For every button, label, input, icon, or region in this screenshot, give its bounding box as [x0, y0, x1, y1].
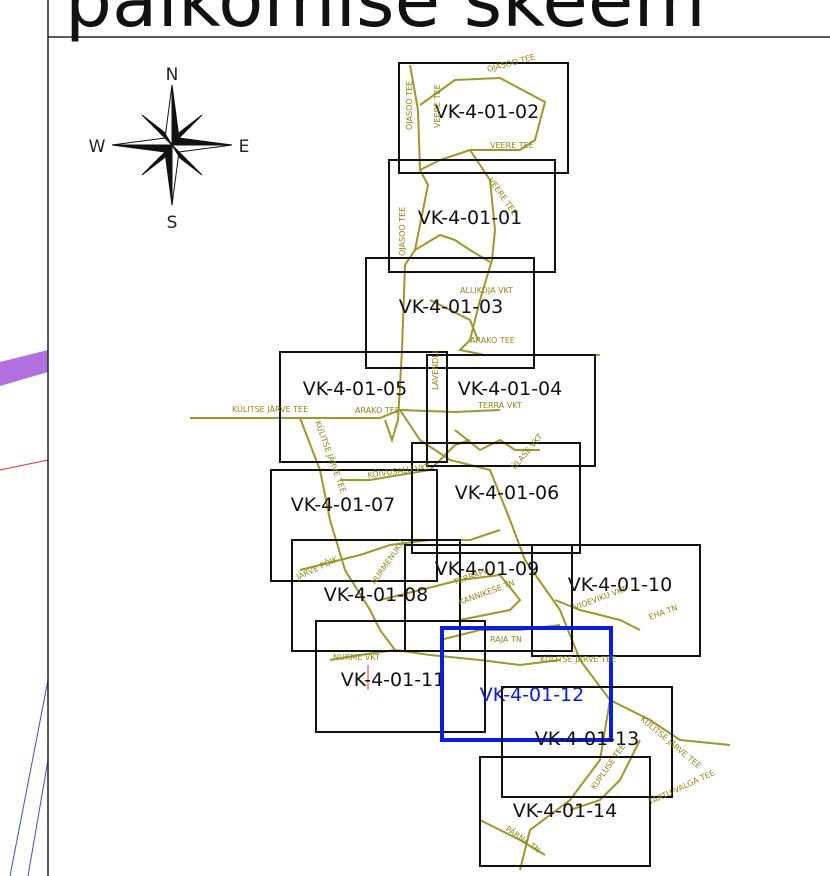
compass-w: W: [89, 137, 106, 157]
street-label: RAJA TN: [490, 635, 522, 644]
street-label: OJASOO TEE: [405, 81, 414, 130]
roads: [190, 65, 730, 870]
street-label: EHA TN: [648, 603, 679, 622]
compass-e: E: [239, 137, 250, 157]
sheet-label: VK-4-01-11: [341, 669, 445, 691]
side-band: [0, 350, 48, 386]
street-label: KÕIVUSALU VKT: [367, 460, 431, 480]
sheet-label: VK-4-01-01: [418, 207, 522, 229]
title: paikomise skeem: [65, 0, 706, 44]
sheet-label: VK-4-01-06: [455, 482, 559, 504]
map: paikomise skeem N S W E VK-4-01-02V: [0, 0, 830, 876]
sheet-label: VK-4-01-03: [399, 296, 503, 318]
page: {"title": "paikomise skeem", "compass": …: [0, 0, 830, 876]
compass: [112, 85, 232, 205]
street-label: LAVENDLI: [431, 351, 440, 390]
sheet-label: VK-4-01-05: [303, 378, 407, 400]
street-label: TERRA VKT: [477, 401, 522, 410]
street-label: KÜLITSE JÄRVE TEE: [313, 419, 348, 494]
street-label: OJASOO TEE: [398, 207, 407, 256]
sheet-label: VK-4-01-08: [324, 584, 428, 606]
side-line: [10, 680, 48, 876]
street-label: NURME VKT: [333, 653, 380, 662]
street-label: VEERE TEE: [433, 84, 442, 128]
compass-s: S: [167, 213, 178, 233]
street-label: TARTU-VALGA TEE: [646, 768, 716, 807]
sheet-label: VK-4-01-04: [458, 378, 562, 400]
side-line: [28, 760, 48, 876]
street-label: JÄRVE PÕIK: [293, 553, 340, 583]
street-label: VEERE TEE: [490, 141, 534, 150]
street-label: ARAKO TEE: [355, 406, 400, 415]
street-label: PÄRNA TN: [504, 823, 543, 854]
sheet-label: VK-4-01-07: [291, 494, 395, 516]
sheet-label: VK-4-01-02: [435, 101, 539, 123]
sheet-frame: [427, 355, 595, 466]
compass-n: N: [166, 65, 179, 85]
sheet-label: VK-4-01-14: [513, 800, 617, 822]
street-label: KÜLITSE JÄRVE TEE: [540, 654, 616, 664]
street-label: KÜLITSE JÄRVE TEE: [232, 404, 308, 414]
street-label: ARAKO TEE: [470, 336, 515, 345]
side-line: [0, 460, 48, 470]
street-label: ALLIKOJA VKT: [460, 286, 513, 295]
